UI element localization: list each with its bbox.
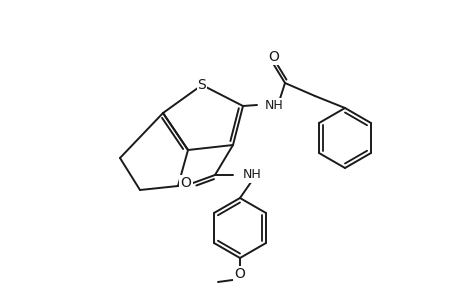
Text: NH: NH xyxy=(264,98,283,112)
Text: O: O xyxy=(268,50,279,64)
Text: O: O xyxy=(234,267,245,281)
Text: NH: NH xyxy=(242,169,261,182)
Text: O: O xyxy=(180,176,191,190)
Text: S: S xyxy=(197,78,206,92)
